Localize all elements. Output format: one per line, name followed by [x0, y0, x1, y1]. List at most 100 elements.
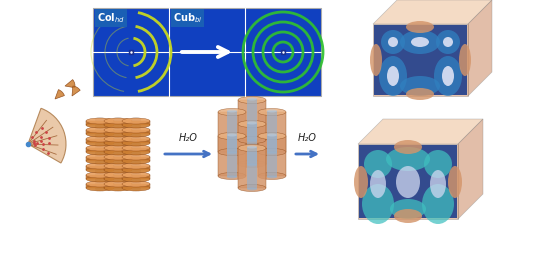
Ellipse shape [104, 172, 132, 178]
Ellipse shape [238, 161, 266, 167]
Wedge shape [28, 108, 66, 163]
Ellipse shape [238, 136, 266, 144]
Ellipse shape [238, 96, 266, 104]
Ellipse shape [267, 133, 277, 136]
Ellipse shape [104, 118, 132, 124]
Polygon shape [373, 0, 492, 24]
Ellipse shape [448, 166, 462, 198]
Polygon shape [104, 166, 132, 170]
Polygon shape [95, 119, 105, 189]
Polygon shape [86, 175, 114, 179]
Ellipse shape [411, 37, 429, 47]
Ellipse shape [113, 118, 123, 121]
Polygon shape [359, 145, 457, 218]
Ellipse shape [122, 176, 150, 182]
Ellipse shape [394, 209, 422, 223]
Wedge shape [65, 79, 75, 88]
Polygon shape [104, 175, 132, 179]
Ellipse shape [443, 37, 453, 47]
Ellipse shape [104, 167, 132, 173]
Ellipse shape [370, 44, 382, 76]
Ellipse shape [258, 149, 286, 156]
Polygon shape [227, 135, 237, 177]
Polygon shape [86, 184, 114, 188]
Ellipse shape [131, 118, 141, 121]
Polygon shape [374, 25, 467, 95]
Polygon shape [86, 166, 114, 170]
Ellipse shape [104, 181, 132, 187]
Ellipse shape [122, 145, 150, 151]
Ellipse shape [122, 163, 150, 169]
Ellipse shape [400, 30, 440, 54]
Ellipse shape [104, 145, 132, 151]
Ellipse shape [86, 122, 114, 128]
Ellipse shape [122, 127, 150, 133]
Polygon shape [122, 175, 150, 179]
Ellipse shape [238, 121, 266, 127]
Polygon shape [122, 121, 150, 125]
Polygon shape [86, 130, 114, 134]
Polygon shape [86, 121, 114, 125]
Ellipse shape [370, 170, 386, 198]
Ellipse shape [122, 158, 150, 164]
Polygon shape [104, 130, 132, 134]
Ellipse shape [86, 145, 114, 151]
Ellipse shape [390, 199, 426, 219]
Ellipse shape [218, 133, 246, 139]
Ellipse shape [247, 164, 257, 167]
Ellipse shape [459, 44, 471, 76]
Ellipse shape [267, 176, 277, 178]
Polygon shape [104, 148, 132, 152]
Ellipse shape [86, 149, 114, 155]
Polygon shape [468, 0, 492, 96]
Ellipse shape [104, 176, 132, 182]
Ellipse shape [86, 127, 114, 133]
Polygon shape [227, 111, 237, 153]
Ellipse shape [104, 122, 132, 128]
Ellipse shape [122, 181, 150, 187]
Ellipse shape [258, 109, 286, 116]
Ellipse shape [104, 127, 132, 133]
Ellipse shape [122, 136, 150, 142]
Ellipse shape [95, 187, 105, 190]
Ellipse shape [86, 140, 114, 146]
Ellipse shape [104, 149, 132, 155]
Ellipse shape [86, 163, 114, 169]
Ellipse shape [386, 147, 430, 171]
Ellipse shape [247, 145, 257, 149]
Ellipse shape [131, 187, 141, 190]
Ellipse shape [104, 163, 132, 169]
Ellipse shape [400, 76, 440, 96]
Polygon shape [86, 139, 114, 143]
Ellipse shape [86, 136, 114, 142]
Polygon shape [238, 124, 266, 164]
Ellipse shape [86, 131, 114, 137]
Ellipse shape [122, 167, 150, 173]
Ellipse shape [218, 173, 246, 179]
Text: Cub$_{bi}$: Cub$_{bi}$ [173, 11, 202, 25]
Ellipse shape [379, 56, 407, 96]
Polygon shape [247, 147, 257, 189]
Polygon shape [373, 24, 468, 96]
Polygon shape [122, 157, 150, 161]
Polygon shape [267, 135, 277, 177]
Ellipse shape [86, 158, 114, 164]
Ellipse shape [122, 118, 150, 124]
Polygon shape [258, 112, 286, 152]
Wedge shape [72, 86, 80, 96]
Polygon shape [122, 184, 150, 188]
Polygon shape [104, 184, 132, 188]
Ellipse shape [387, 66, 399, 86]
Polygon shape [104, 121, 132, 125]
Ellipse shape [364, 150, 392, 178]
Polygon shape [122, 166, 150, 170]
Ellipse shape [247, 98, 257, 101]
Ellipse shape [267, 110, 277, 113]
Polygon shape [358, 119, 483, 144]
Ellipse shape [247, 139, 257, 142]
Ellipse shape [258, 133, 286, 139]
Ellipse shape [258, 173, 286, 179]
Ellipse shape [354, 166, 368, 198]
Ellipse shape [238, 184, 266, 192]
Ellipse shape [218, 149, 246, 156]
